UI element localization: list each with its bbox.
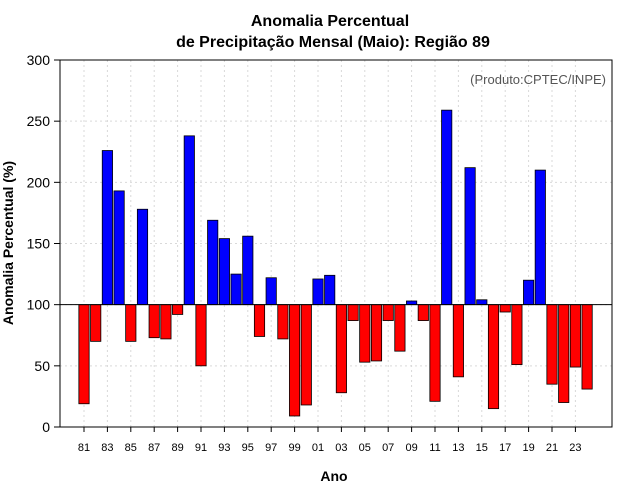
- bar-2014: [464, 167, 476, 306]
- bar-1984: [113, 190, 125, 306]
- bar-1987: [148, 304, 160, 339]
- chart-title: Anomalia Percentual: [251, 13, 409, 30]
- x-tick-label: 11: [429, 442, 440, 454]
- bar-1994: [230, 273, 242, 306]
- x-axis-ticks: 81 83 85 87 89 91 93 95 97 99 01 03 05 07 09 11 13 15 17 19…: [78, 427, 582, 454]
- x-axis-title: Ano: [320, 468, 347, 484]
- bar-2023: [569, 304, 581, 368]
- bar-1982: [90, 304, 102, 342]
- bar-2020: [534, 169, 546, 306]
- bar-2001: [312, 278, 324, 306]
- bar-1997: [265, 277, 277, 306]
- x-tick-label: 99: [288, 442, 300, 454]
- x-tick-label: 87: [148, 442, 160, 454]
- x-tick-label: 95: [242, 442, 254, 454]
- bar-1993: [218, 238, 230, 306]
- bar-2000: [300, 304, 312, 406]
- bar-1988: [160, 304, 172, 340]
- bar-2007: [382, 304, 394, 321]
- bar-1995: [242, 235, 254, 306]
- x-tick-label: 13: [452, 442, 464, 454]
- bar-2005: [359, 304, 371, 363]
- bar-2008: [394, 304, 406, 352]
- x-tick-label: 83: [101, 442, 113, 454]
- x-tick-label: 91: [195, 442, 207, 454]
- bar-1985: [125, 304, 137, 342]
- x-tick-label: 93: [218, 442, 230, 454]
- bars-group: [78, 109, 593, 417]
- bar-1991: [195, 304, 207, 367]
- bar-2011: [429, 304, 441, 402]
- y-tick-label: 50: [34, 358, 50, 374]
- x-tick-label: 97: [265, 442, 277, 454]
- bar-1983: [101, 150, 113, 306]
- bar-2013: [452, 304, 464, 378]
- x-tick-label: 17: [499, 442, 511, 454]
- bar-2021: [546, 304, 558, 385]
- bar-2017: [499, 304, 511, 313]
- y-tick-label: 250: [27, 113, 51, 129]
- bar-2004: [347, 304, 359, 321]
- x-tick-label: 01: [312, 442, 324, 454]
- bar-1989: [172, 304, 184, 315]
- bar-2012: [441, 109, 453, 306]
- bar-2016: [487, 304, 500, 410]
- bar-2024: [581, 304, 593, 390]
- x-tick-label: 07: [382, 442, 394, 454]
- x-tick-label: 19: [522, 442, 534, 454]
- bar-2018: [511, 304, 523, 366]
- chart-subtitle: de Precipitação Mensal (Maio): Região 89: [176, 34, 490, 51]
- x-tick-label: 81: [78, 442, 90, 454]
- bar-2015: [476, 299, 488, 306]
- y-axis-ticks: 0 50 100 150 200 250 300: [27, 52, 60, 435]
- bar-1981: [78, 304, 90, 405]
- bar-2010: [417, 304, 429, 321]
- y-tick-label: 300: [27, 52, 51, 68]
- x-tick-label: 09: [405, 442, 417, 454]
- bar-1996: [253, 304, 266, 337]
- bar-2002: [324, 274, 336, 306]
- bar-2009: [406, 300, 418, 306]
- bar-1999: [289, 304, 301, 417]
- bar-2022: [558, 304, 570, 403]
- bar-1992: [207, 219, 219, 306]
- x-tick-label: 15: [476, 442, 488, 454]
- x-tick-label: 23: [569, 442, 581, 454]
- y-tick-label: 100: [27, 297, 51, 313]
- x-tick-label: 03: [335, 442, 347, 454]
- y-tick-label: 0: [42, 419, 50, 435]
- bar-1990: [183, 135, 195, 306]
- y-axis-title: Anomalia Percentual (%): [0, 161, 16, 325]
- bar-2006: [370, 304, 383, 362]
- bar-1986: [136, 208, 149, 306]
- x-tick-label: 21: [546, 442, 558, 454]
- bar-1998: [277, 304, 289, 340]
- bar-2019: [523, 279, 535, 306]
- x-tick-label: 85: [125, 442, 137, 454]
- y-tick-label: 150: [27, 236, 51, 252]
- y-tick-label: 200: [27, 174, 51, 190]
- product-annotation: (Produto:CPTEC/INPE): [470, 72, 606, 87]
- x-tick-label: 05: [359, 442, 371, 454]
- x-tick-label: 89: [171, 442, 183, 454]
- bar-2003: [335, 304, 347, 394]
